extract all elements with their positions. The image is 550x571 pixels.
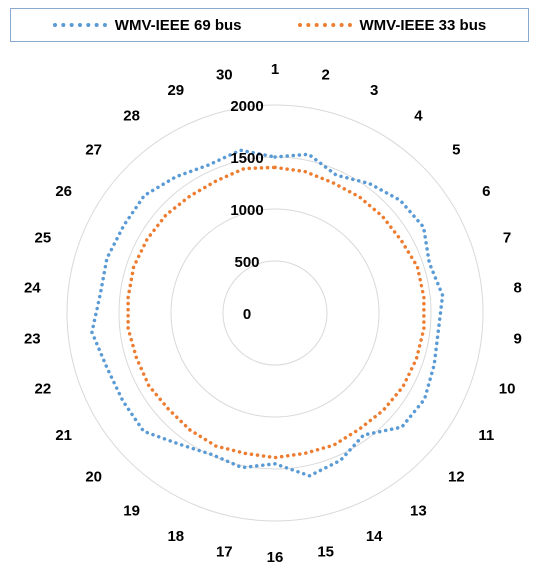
- series-line-33-bus: [126, 165, 426, 460]
- category-label-13: 13: [410, 502, 427, 519]
- legend-label-69-bus: WMV-IEEE 69 bus: [114, 16, 242, 34]
- category-label-22: 22: [35, 380, 52, 397]
- category-label-19: 19: [123, 502, 140, 519]
- category-label-17: 17: [216, 544, 233, 561]
- category-label-2: 2: [322, 66, 330, 83]
- category-label-6: 6: [482, 183, 490, 200]
- category-label-7: 7: [503, 230, 511, 247]
- category-label-9: 9: [514, 331, 522, 348]
- category-label-4: 4: [414, 108, 423, 125]
- radial-tick-label-0: 0: [243, 306, 251, 323]
- category-label-14: 14: [366, 528, 383, 545]
- category-label-29: 29: [167, 82, 184, 99]
- category-label-27: 27: [85, 142, 102, 159]
- legend-item-69-bus[interactable]: WMV-IEEE 69 bus: [52, 16, 242, 34]
- grid-ring-1000: [170, 208, 380, 418]
- category-label-1: 1: [271, 61, 279, 78]
- chart-legend: WMV-IEEE 69 bus WMV-IEEE 33 bus: [10, 8, 529, 42]
- category-label-12: 12: [448, 468, 465, 485]
- category-label-11: 11: [478, 427, 494, 444]
- category-label-25: 25: [35, 230, 52, 247]
- category-label-26: 26: [55, 183, 72, 200]
- category-label-3: 3: [370, 82, 378, 99]
- category-label-5: 5: [452, 142, 460, 159]
- radial-tick-label-2000: 2000: [230, 98, 263, 115]
- category-label-21: 21: [55, 427, 72, 444]
- legend-swatch-69-bus: [52, 23, 107, 27]
- category-label-20: 20: [85, 468, 102, 485]
- legend-swatch-33-bus: [297, 23, 352, 27]
- radial-tick-label-1000: 1000: [230, 202, 263, 219]
- category-label-30: 30: [216, 66, 233, 83]
- category-label-15: 15: [317, 544, 334, 561]
- category-label-10: 10: [499, 380, 516, 397]
- legend-item-33-bus[interactable]: WMV-IEEE 33 bus: [297, 16, 487, 34]
- grid-ring-500: [222, 260, 328, 366]
- category-label-8: 8: [514, 280, 522, 297]
- category-label-24: 24: [24, 280, 41, 297]
- series-line-69-bus: [90, 148, 445, 478]
- category-label-16: 16: [267, 549, 284, 566]
- grid-ring-1500: [118, 156, 432, 470]
- category-label-28: 28: [123, 108, 140, 125]
- radial-tick-label-1500: 1500: [230, 150, 263, 167]
- grid-ring-2000: [66, 104, 484, 522]
- category-label-18: 18: [167, 528, 184, 545]
- radial-tick-label-500: 500: [234, 254, 259, 271]
- legend-label-33-bus: WMV-IEEE 33 bus: [359, 16, 487, 34]
- category-label-23: 23: [24, 331, 41, 348]
